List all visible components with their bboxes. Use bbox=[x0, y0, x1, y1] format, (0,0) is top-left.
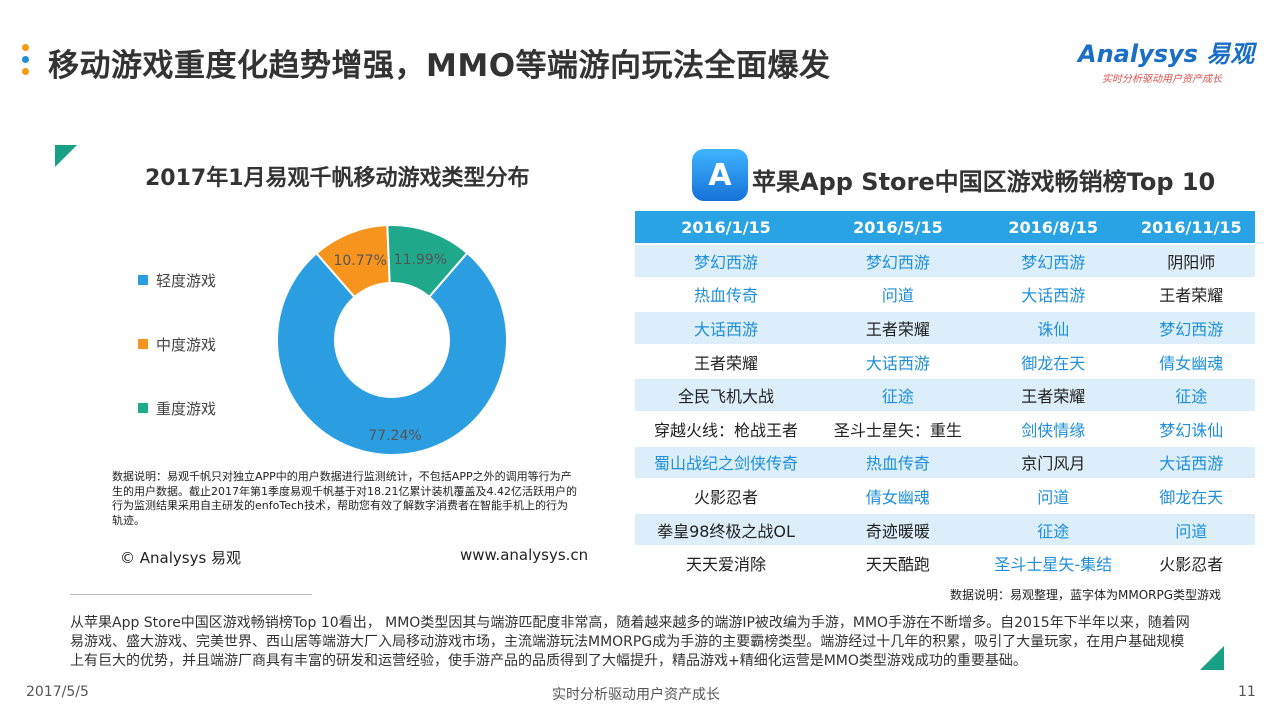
table-cell: 王者荣耀 bbox=[817, 312, 979, 344]
column-header: 2016/1/15 bbox=[635, 211, 817, 243]
brand-logo: Analysys 易观 实时分析驱动用户资产成长 bbox=[1078, 34, 1258, 85]
legend-swatch bbox=[138, 339, 148, 349]
column-header: 2016/11/15 bbox=[1127, 211, 1255, 243]
table-cell: 大话西游 bbox=[1127, 446, 1255, 479]
donut-value-label: 77.24% bbox=[368, 428, 421, 444]
table-cell: 梦幻西游 bbox=[1127, 312, 1255, 344]
legend-label: 中度游戏 bbox=[156, 335, 217, 354]
table-cell: 圣斗士星矢：重生 bbox=[833, 420, 962, 440]
table-cell: 奇迹暖暖 bbox=[817, 513, 979, 546]
table-cell: 京门风月 bbox=[978, 446, 1128, 479]
table-cell: 问道 bbox=[1037, 487, 1070, 507]
table-cell: 全民飞机大战 bbox=[635, 379, 817, 411]
table-cell: 大话西游 bbox=[635, 312, 817, 344]
table-cell: 问道 bbox=[1127, 513, 1255, 546]
table-header-row: 2016/1/15 2016/5/15 2016/8/15 2016/11/15 bbox=[635, 211, 1255, 243]
legend-swatch bbox=[138, 275, 148, 285]
copyright: © Analysys 易观 bbox=[120, 549, 242, 567]
brand-tagline: 实时分析驱动用户资产成长 bbox=[1102, 74, 1222, 85]
table-row: 大话西游 王者荣耀 诛仙 梦幻西游 bbox=[635, 312, 1255, 344]
table-cell: 大话西游 bbox=[1021, 286, 1086, 306]
donut-slice bbox=[276, 251, 508, 456]
page-number: 11 bbox=[1238, 684, 1256, 700]
table-note: 数据说明：易观整理，蓝字体为MMORPG类型游戏 bbox=[950, 588, 1222, 602]
table-cell: 拳皇98终极之战OL bbox=[635, 513, 817, 546]
brand-name: Analysys 易观 bbox=[1078, 40, 1255, 68]
table-row: 蜀山战纪之剑侠传奇 热血传奇 京门风月 大话西游 bbox=[635, 446, 1255, 479]
table-row: 天天爱消除 天天酷跑 圣斗士星矢-集结 火影忍者 bbox=[635, 547, 1255, 579]
table-cell: 梦幻西游 bbox=[817, 245, 979, 277]
legend-swatch bbox=[138, 403, 148, 413]
table-row: 拳皇98终极之战OL 奇迹暖暖 征途 问道 bbox=[635, 513, 1255, 546]
table-cell: 梦幻西游 bbox=[978, 245, 1128, 277]
table-title: 苹果App Store中国区游戏畅销榜Top 10 bbox=[752, 168, 1216, 196]
divider bbox=[70, 594, 312, 595]
legend-item-heavy: 重度游戏 bbox=[138, 398, 216, 418]
table-row: 热血传奇 问道 大话西游 王者荣耀 bbox=[635, 279, 1255, 311]
corner-decoration bbox=[1200, 646, 1224, 670]
legend-item-light: 轻度游戏 bbox=[138, 270, 216, 290]
table-cell: 阴阳师 bbox=[1127, 245, 1255, 277]
bullet-dot bbox=[22, 56, 29, 63]
column-header: 2016/8/15 bbox=[978, 211, 1128, 243]
summary-text: 从苹果App Store中国区游戏畅销榜Top 10看出， MMO类型因其与端游… bbox=[70, 615, 1190, 669]
table-cell: 诛仙 bbox=[978, 312, 1128, 344]
donut-value-label: 11.99% bbox=[394, 252, 447, 268]
title-bullet-dots bbox=[22, 44, 30, 80]
donut-chart: 77.24% 10.77% 11.99% bbox=[276, 224, 508, 456]
donut-value-label: 10.77% bbox=[333, 253, 386, 269]
table-cell: 剑侠情缘 bbox=[1021, 420, 1086, 440]
table-cell: 热血传奇 bbox=[693, 286, 758, 306]
table-cell: 蜀山战纪之剑侠传奇 bbox=[635, 446, 817, 479]
legend-label: 轻度游戏 bbox=[156, 271, 217, 290]
bullet-dot bbox=[22, 68, 29, 75]
table-cell: 圣斗士星矢-集结 bbox=[994, 555, 1113, 575]
table-cell: 天天酷跑 bbox=[865, 555, 930, 575]
table-cell: 天天爱消除 bbox=[685, 555, 766, 575]
table-cell: 火影忍者 bbox=[693, 487, 758, 507]
table-row: 火影忍者 倩女幽魂 问道 御龙在天 bbox=[635, 480, 1255, 512]
table-cell: 倩女幽魂 bbox=[865, 487, 930, 507]
table-row: 全民飞机大战 征途 王者荣耀 征途 bbox=[635, 379, 1255, 411]
table-cell: 王者荣耀 bbox=[1159, 286, 1224, 306]
table-cell: 梦幻诛仙 bbox=[1159, 420, 1224, 440]
table-cell: 御龙在天 bbox=[1021, 353, 1086, 373]
table-cell: 问道 bbox=[881, 286, 914, 306]
ranking-table: 2016/1/15 2016/5/15 2016/8/15 2016/11/15… bbox=[635, 209, 1255, 581]
table-cell: 御龙在天 bbox=[1159, 487, 1224, 507]
chart-legend: 轻度游戏 中度游戏 重度游戏 bbox=[138, 270, 216, 462]
bullet-dot bbox=[22, 44, 29, 51]
table-cell: 王者荣耀 bbox=[693, 353, 758, 373]
table-row: 王者荣耀 大话西游 御龙在天 倩女幽魂 bbox=[635, 346, 1255, 378]
app-store-icon: A bbox=[692, 149, 748, 201]
corner-decoration bbox=[55, 145, 77, 167]
data-note: 数据说明：易观千帆只对独立APP中的用户数据进行监测统计，不包括APP之外的调用… bbox=[112, 470, 577, 527]
page-title: 移动游戏重度化趋势增强，MMO等端游向玩法全面爆发 bbox=[48, 48, 831, 84]
table-cell: 热血传奇 bbox=[817, 446, 979, 479]
website-link[interactable]: www.analysys.cn bbox=[460, 546, 589, 564]
footer-tagline: 实时分析驱动用户资产成长 bbox=[552, 687, 720, 703]
table-cell: 征途 bbox=[1127, 379, 1255, 411]
legend-label: 重度游戏 bbox=[156, 399, 217, 418]
legend-item-medium: 中度游戏 bbox=[138, 334, 216, 354]
table-cell: 火影忍者 bbox=[1159, 555, 1224, 575]
table-cell: 倩女幽魂 bbox=[1159, 353, 1224, 373]
table-cell: 征途 bbox=[978, 513, 1128, 546]
table-cell: 征途 bbox=[817, 379, 979, 411]
table-cell: 穿越火线：枪战王者 bbox=[653, 420, 798, 440]
table-row: 梦幻西游 梦幻西游 梦幻西游 阴阳师 bbox=[635, 245, 1255, 277]
chart-title: 2017年1月易观千帆移动游戏类型分布 bbox=[145, 166, 530, 191]
table-row: 穿越火线：枪战王者 圣斗士星矢：重生 剑侠情缘 梦幻诛仙 bbox=[635, 413, 1255, 445]
table-cell: 大话西游 bbox=[865, 353, 930, 373]
column-header: 2016/5/15 bbox=[817, 211, 979, 243]
footer-date: 2017/5/5 bbox=[26, 684, 89, 700]
table-cell: 王者荣耀 bbox=[978, 379, 1128, 411]
table-cell: 梦幻西游 bbox=[635, 245, 817, 277]
